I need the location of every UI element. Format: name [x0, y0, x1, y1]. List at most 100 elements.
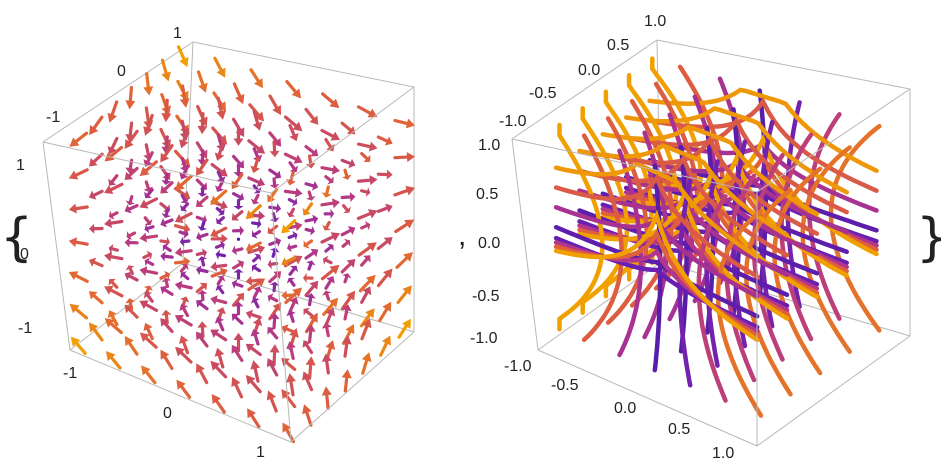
- vector-arrow-head: [245, 275, 253, 286]
- vector-arrow-head: [215, 249, 221, 260]
- vector-arrow-shaft: [107, 287, 124, 298]
- vector-arrow-head: [233, 301, 244, 307]
- vector-arrow-head: [252, 121, 263, 131]
- vector-arrow-shaft: [356, 211, 374, 221]
- vector-arrow-shaft: [268, 239, 280, 247]
- vector-arrow-head: [146, 250, 153, 260]
- vector-arrow-shaft: [272, 282, 277, 293]
- vector-arrow-shaft: [213, 226, 228, 236]
- vector-arrow-shaft: [268, 205, 280, 211]
- vector-arrow-shaft: [271, 211, 277, 222]
- tick-label: -1.0: [504, 358, 532, 375]
- vector-arrow-shaft: [142, 197, 159, 207]
- vector-arrow-shaft: [144, 106, 151, 125]
- vector-arrow-shaft: [287, 197, 297, 205]
- vector-arrow-shaft: [164, 207, 170, 218]
- vector-arrow-head: [196, 331, 205, 341]
- vector-arrow-shaft: [126, 204, 139, 212]
- vector-arrow-head: [365, 274, 376, 285]
- vector-arrow-head: [303, 272, 307, 283]
- vector-arrow-head: [267, 293, 274, 303]
- vector-arrow-shaft: [361, 356, 369, 375]
- vector-arrow-head: [233, 332, 244, 340]
- vector-arrow-head: [273, 170, 282, 179]
- vector-arrow-shaft: [128, 121, 134, 139]
- vector-arrow-head: [345, 290, 356, 301]
- vector-arrow-shaft: [162, 320, 174, 334]
- vector-arrow-shaft: [213, 56, 224, 74]
- vector-arrow-shaft: [195, 178, 206, 189]
- vector-arrow-shaft: [213, 364, 228, 379]
- vector-arrow-shaft: [248, 204, 262, 217]
- vector-arrow-shaft: [195, 284, 206, 294]
- vector-arrow-head: [179, 57, 189, 68]
- vector-arrow-head: [312, 181, 319, 191]
- vector-arrow-head: [108, 278, 116, 286]
- vector-arrow-shaft: [379, 339, 390, 357]
- vector-arrow-head: [255, 144, 266, 154]
- vector-field-plot: 1 0 -1 1 0 -1 -1 0 1: [16, 25, 416, 461]
- vector-arrow-head: [267, 327, 276, 335]
- vector-arrow-head: [321, 192, 332, 198]
- vector-arrow-head: [160, 185, 169, 194]
- vector-arrow-head: [164, 270, 171, 280]
- vector-arrow-shaft: [145, 325, 154, 341]
- vector-arrow-head: [175, 346, 185, 357]
- vector-arrow-shaft: [197, 367, 209, 385]
- vector-arrow-head: [270, 247, 280, 253]
- vector-arrow-head: [363, 255, 371, 263]
- tick-label: 0.5: [607, 37, 629, 54]
- vector-arrow-head: [211, 393, 221, 405]
- vector-arrow-shaft: [288, 161, 297, 171]
- vector-arrow-head: [329, 264, 340, 275]
- vector-arrow-shaft: [320, 201, 337, 207]
- vector-arrow-head: [219, 267, 228, 278]
- vector-arrow-head: [214, 347, 225, 357]
- vector-arrow-head: [289, 132, 299, 142]
- tick-label: -1: [18, 320, 32, 337]
- tick-label: 0.0: [614, 400, 636, 417]
- vector-arrow-shaft: [107, 219, 124, 225]
- vector-arrow-head: [196, 231, 203, 242]
- vector-arrow-head: [305, 162, 316, 169]
- vector-arrow-shaft: [287, 233, 297, 240]
- vector-arrow-head: [292, 230, 298, 241]
- vector-arrow-head: [364, 221, 371, 231]
- vector-arrow-head: [282, 422, 292, 433]
- vector-arrow-shaft: [200, 220, 206, 230]
- vector-arrow-head: [231, 245, 238, 256]
- vector-arrow-head: [160, 152, 170, 163]
- vector-arrow-shaft: [195, 251, 206, 257]
- vector-arrow-shaft: [72, 205, 89, 211]
- vector-arrow-head: [179, 172, 189, 180]
- vector-arrow-head: [250, 360, 261, 370]
- vector-arrow-head: [210, 329, 220, 338]
- vector-arrow-head: [401, 318, 411, 329]
- vector-arrow-shaft: [126, 339, 139, 356]
- vector-arrow-shaft: [178, 349, 193, 364]
- vector-arrow-head: [210, 228, 219, 238]
- vector-arrow-head: [214, 316, 225, 324]
- vector-arrow-shaft: [357, 244, 374, 257]
- vector-arrow-head: [139, 166, 150, 177]
- vector-arrow-head: [343, 206, 351, 214]
- vector-arrow-head: [231, 313, 240, 322]
- vector-arrow-head: [124, 237, 130, 248]
- vector-arrow-head: [312, 214, 319, 225]
- vector-arrow-head: [305, 195, 316, 201]
- tick-label: 0: [163, 405, 172, 422]
- vector-arrow-shaft: [231, 294, 243, 307]
- vector-arrow-head: [286, 341, 296, 350]
- vector-arrow-shaft: [200, 186, 205, 196]
- vector-arrow-shaft: [109, 174, 119, 185]
- vector-arrow-shaft: [143, 160, 158, 174]
- vector-arrow-head: [125, 298, 136, 304]
- vector-arrow-shaft: [162, 144, 174, 159]
- vector-arrow-shaft: [320, 128, 337, 139]
- vector-arrow-head: [257, 218, 262, 229]
- tick-label: 1: [16, 157, 25, 174]
- vector-arrow-shaft: [178, 283, 193, 290]
- vector-arrow-head: [181, 263, 189, 271]
- vector-arrow-shaft: [304, 375, 314, 392]
- vector-arrow-shaft: [324, 391, 330, 410]
